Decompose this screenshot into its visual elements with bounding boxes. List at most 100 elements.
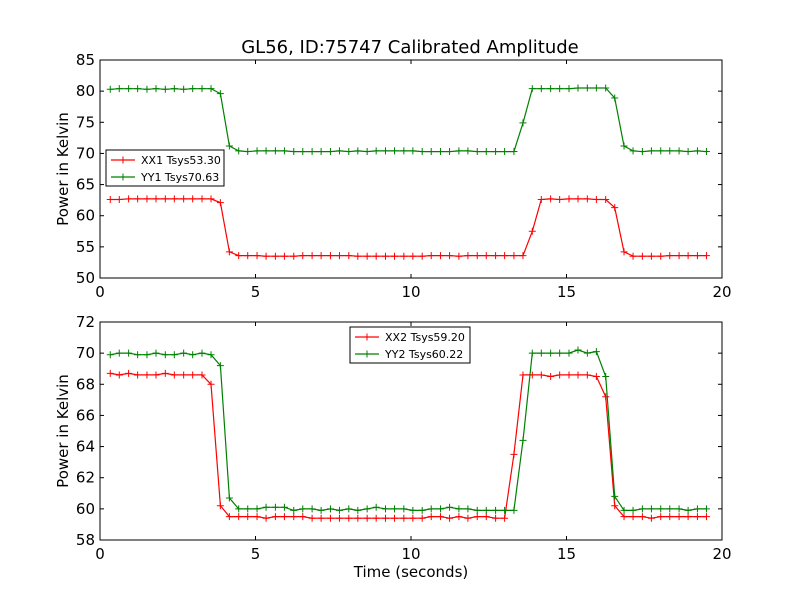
data-point (702, 505, 710, 513)
data-point (602, 373, 610, 380)
data-point (473, 148, 481, 156)
lower-panel: 0 5 10 15 20 58 60 62 64 66 68 70 72 Power in Kelvin T… (54, 313, 732, 581)
data-point (115, 371, 123, 379)
data-point (620, 513, 628, 521)
y-tick-label: 72 (76, 313, 95, 331)
data-point (547, 349, 555, 357)
data-point (437, 148, 445, 156)
data-point (161, 369, 169, 377)
data-point (565, 195, 573, 203)
data-point (547, 373, 555, 380)
data-point (335, 252, 343, 260)
data-point (666, 252, 674, 260)
data-point (161, 195, 169, 203)
data-point (143, 85, 151, 93)
data-point (583, 84, 591, 92)
data-point (556, 371, 564, 379)
data-point (125, 349, 133, 357)
data-point (455, 505, 463, 513)
data-point (381, 252, 389, 260)
data-point (400, 514, 408, 522)
data-point (280, 503, 288, 511)
data-point (693, 147, 701, 155)
data-point (519, 436, 527, 444)
data-point (106, 369, 114, 377)
data-point (519, 371, 527, 379)
data-point (253, 252, 261, 260)
y-tick-label: 75 (76, 113, 95, 131)
data-point (565, 349, 573, 357)
data-point (620, 506, 628, 514)
x-tick-label: 0 (95, 283, 105, 301)
data-point (492, 514, 500, 522)
data-point (400, 505, 408, 513)
legend-marker (363, 333, 371, 341)
data-point (629, 252, 637, 260)
data-point (602, 393, 610, 401)
data-point (372, 514, 380, 522)
data-point (381, 514, 389, 522)
x-tick-label: 15 (557, 545, 576, 563)
data-point (161, 351, 169, 359)
y-tick-label: 70 (76, 344, 95, 362)
data-point (180, 85, 188, 93)
data-point (492, 148, 500, 156)
data-point (170, 195, 178, 203)
data-point (262, 514, 270, 522)
y-tick-label: 58 (76, 531, 95, 549)
legend-marker (119, 173, 127, 181)
data-point (280, 513, 288, 521)
x-tick-label: 20 (712, 545, 731, 563)
data-point (299, 148, 307, 156)
data-point (345, 252, 353, 260)
series-line (110, 372, 707, 519)
chart-title: GL56, ID:75747 Calibrated Amplitude (241, 37, 579, 58)
y-tick-label: 65 (76, 176, 95, 194)
data-point (684, 506, 692, 514)
data-point (501, 252, 509, 260)
data-point (620, 248, 628, 256)
data-point (446, 148, 454, 156)
data-point (152, 349, 160, 357)
data-point (391, 505, 399, 513)
x-tick-label: 0 (95, 545, 105, 563)
data-point (143, 351, 151, 359)
data-point (363, 148, 371, 156)
y-tick-label: 60 (76, 500, 95, 518)
data-point (180, 349, 188, 357)
data-point (225, 494, 233, 502)
data-point (638, 148, 646, 156)
data-point (418, 514, 426, 522)
data-point (647, 147, 655, 155)
data-point (519, 252, 527, 260)
legend: XX1 Tsys53.30 YY1 Tsys70.63 (105, 149, 225, 187)
data-point (611, 94, 619, 102)
data-point (244, 148, 252, 156)
data-point (354, 514, 362, 522)
data-point (409, 514, 417, 522)
data-point (290, 513, 298, 521)
data-point (326, 514, 334, 522)
x-tick-label: 5 (251, 545, 261, 563)
data-point (647, 514, 655, 522)
data-point (280, 252, 288, 260)
data-point (308, 514, 316, 522)
data-point (262, 252, 270, 260)
data-point (666, 513, 674, 521)
data-point (308, 252, 316, 260)
data-point (574, 84, 582, 92)
data-point (537, 349, 545, 357)
data-point (510, 450, 518, 458)
data-point (583, 371, 591, 379)
data-point (455, 252, 463, 260)
data-point (473, 252, 481, 260)
data-point (299, 252, 307, 260)
data-point (547, 85, 555, 93)
data-point (207, 380, 215, 388)
data-point (510, 506, 518, 514)
data-point (235, 513, 243, 521)
data-point (225, 513, 233, 521)
data-point (391, 147, 399, 155)
data-point (528, 85, 536, 93)
